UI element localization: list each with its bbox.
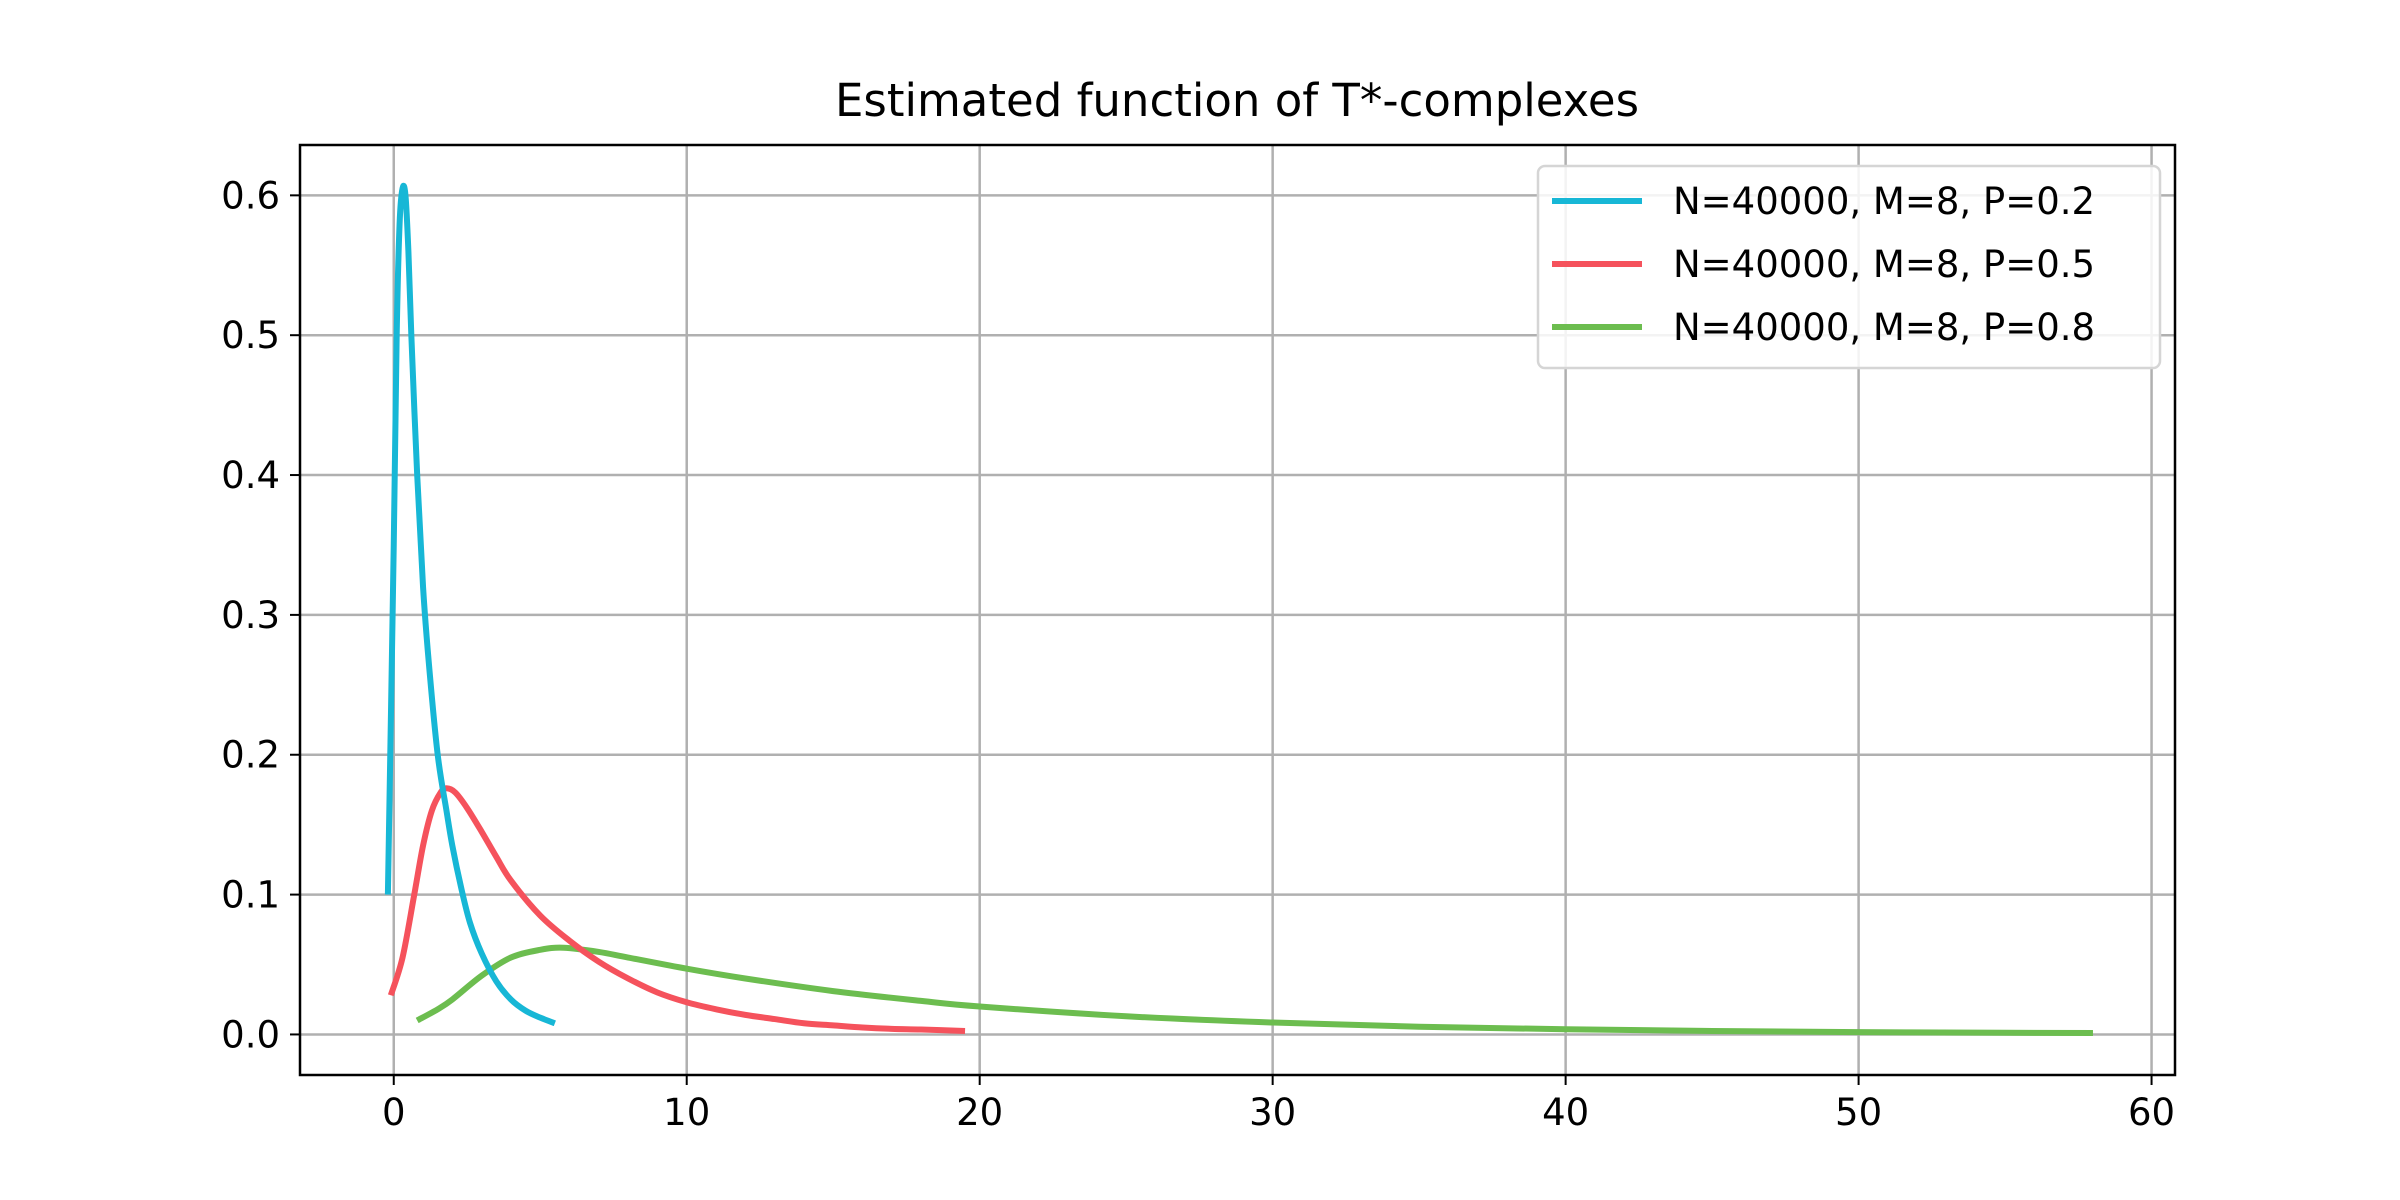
tick-layer: 0 10 20 30 40 50 60 0.0 0.1 0.2 0.3 0.4 0.5 0.6: [221, 174, 2175, 1134]
legend-label-2: N=40000, M=8, P=0.8: [1673, 306, 2095, 349]
series-line-1: [387, 785, 966, 1034]
series-line-2: [415, 944, 2093, 1037]
x-tick-label: 30: [1249, 1091, 1296, 1134]
legend-label-1: N=40000, M=8, P=0.5: [1673, 243, 2095, 286]
series-layer: [384, 182, 2093, 1037]
x-tick-label: 60: [2128, 1091, 2175, 1134]
plot-frame: [298, 143, 2177, 1077]
series-line-0: [384, 182, 556, 1027]
chart-title: Estimated function of T*-complexes: [835, 74, 1639, 127]
x-tick-label: 10: [663, 1091, 710, 1134]
x-tick-label: 0: [382, 1091, 406, 1134]
y-tick-label: 0.6: [221, 174, 280, 217]
y-tick-label: 0.3: [221, 594, 280, 637]
x-tick-label: 40: [1542, 1091, 1589, 1134]
x-tick-label: 50: [1835, 1091, 1882, 1134]
y-tick-label: 0.1: [221, 874, 280, 917]
y-tick-label: 0.4: [221, 454, 280, 497]
legend-box: [1536, 164, 2162, 370]
y-tick-label: 0.2: [221, 734, 280, 777]
y-tick-label: 0.5: [221, 314, 280, 357]
x-tick-label: 20: [956, 1091, 1003, 1134]
legend-label-0: N=40000, M=8, P=0.2: [1673, 180, 2095, 223]
legend: N=40000, M=8, P=0.2 N=40000, M=8, P=0.5 N=…: [1536, 164, 2162, 370]
y-tick-label: 0.0: [221, 1013, 280, 1056]
grid-layer: [300, 145, 2175, 1075]
